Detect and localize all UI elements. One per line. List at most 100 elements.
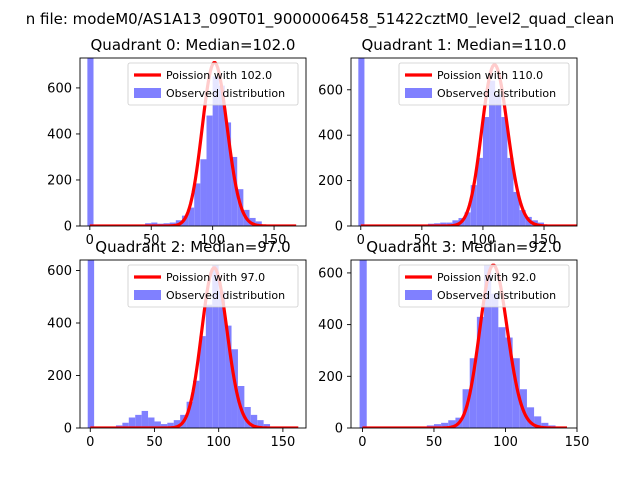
- subplot-quadrant-2: 0 50 100 150 0 200 400 600 Quadrant 2: Median=97…: [47, 238, 307, 450]
- histogram-bar: [541, 422, 549, 428]
- histogram-bar: [519, 210, 526, 226]
- y-tick-label: 0: [335, 422, 343, 437]
- histogram-bar: [513, 191, 520, 226]
- y-tick-label: 200: [47, 173, 72, 188]
- y-tick-label: 400: [318, 318, 343, 333]
- figure-suptitle: n file: modeM0/AS1A13_090T01_9000006458_…: [26, 10, 615, 29]
- x-tick-label: 0: [86, 435, 94, 450]
- histogram-bar: [470, 185, 477, 226]
- x-tick-label: 0: [357, 233, 365, 248]
- y-tick-label: 400: [47, 127, 72, 142]
- histogram-bar: [452, 220, 459, 226]
- legend: Poission with 97.0 Observed distribution: [127, 264, 299, 308]
- histogram-bar: [257, 420, 264, 428]
- legend: Poission with 110.0 Observed distribution: [398, 62, 570, 106]
- x-tick-label: 150: [532, 233, 557, 248]
- histogram-bar: [505, 337, 513, 428]
- histogram-bar: [205, 304, 213, 428]
- histogram-bar: [128, 417, 136, 428]
- x-tick-label: 0: [86, 233, 94, 248]
- x-tick-label: 150: [262, 233, 287, 248]
- histogram-bar: [194, 183, 201, 226]
- x-tick-label: 100: [206, 435, 231, 450]
- histogram-bar: [250, 414, 258, 428]
- histogram-bar: [141, 410, 149, 428]
- histogram-bar: [200, 159, 207, 226]
- x-tick-label: 0: [358, 435, 366, 450]
- histogram-bar: [87, 58, 94, 226]
- y-tick-label: 0: [64, 220, 72, 235]
- histogram-bar: [224, 122, 232, 226]
- subplot-quadrant-1: 0 50 100 150 0 200 400 600 Quadrant 1: Median=11…: [318, 36, 578, 248]
- legend-frame: [398, 264, 570, 308]
- histogram-bar: [448, 420, 456, 428]
- histogram-bar: [476, 316, 485, 428]
- histogram-bar: [173, 420, 181, 428]
- axes-frame: [350, 259, 578, 429]
- axes-frame: [79, 57, 307, 227]
- histogram-bar: [218, 291, 226, 428]
- legend-bar-swatch: [134, 290, 161, 300]
- subplot-title: Quadrant 1: Median=110.0: [362, 36, 567, 54]
- x-tick-label: 50: [426, 435, 443, 450]
- histogram-bar: [359, 260, 367, 428]
- histogram-bar: [218, 85, 225, 226]
- histogram-bar: [498, 327, 506, 428]
- y-tick-label: 600: [47, 81, 72, 96]
- y-tick-label: 400: [47, 317, 72, 332]
- legend-label-poisson: Poission with 92.0: [437, 271, 536, 284]
- legend-bar-swatch: [134, 88, 161, 98]
- histogram-bar: [154, 421, 161, 428]
- legend: Poission with 92.0 Observed distribution: [398, 264, 570, 308]
- y-tick-label: 600: [318, 83, 343, 98]
- axes-frame: [79, 259, 307, 429]
- histogram-bar: [135, 414, 142, 428]
- histogram-bar: [495, 94, 502, 226]
- histogram-bar: [199, 336, 206, 428]
- subplot-title: Quadrant 3: Median=92.0: [366, 238, 561, 256]
- x-tick-label: 50: [414, 233, 431, 248]
- legend-label-poisson: Poission with 102.0: [166, 69, 272, 82]
- x-tick-label: 150: [565, 435, 590, 450]
- histogram-bar: [212, 76, 219, 226]
- y-tick-label: 600: [47, 264, 72, 279]
- poisson-curve: [362, 263, 568, 428]
- legend: Poission with 102.0 Observed distribution: [127, 62, 299, 106]
- histogram-bar: [212, 265, 219, 428]
- legend-label-observed: Observed distribution: [437, 289, 556, 302]
- histogram-bar: [482, 117, 490, 226]
- histogram-bar: [440, 222, 447, 226]
- legend-label-observed: Observed distribution: [166, 289, 285, 302]
- y-tick-label: 600: [318, 266, 343, 281]
- histogram-bar: [151, 222, 158, 226]
- legend-bar-swatch: [405, 290, 432, 300]
- histogram-bar: [263, 424, 271, 428]
- histogram-bar: [489, 80, 496, 226]
- histogram-bar: [87, 260, 95, 428]
- histogram-bar: [193, 380, 200, 428]
- x-tick-label: 150: [270, 435, 295, 450]
- x-tick-label: 100: [493, 435, 518, 450]
- y-tick-label: 400: [318, 129, 343, 144]
- y-tick-label: 0: [64, 422, 72, 437]
- x-tick-label: 50: [143, 233, 160, 248]
- axes-frame: [350, 57, 578, 227]
- histogram-bar: [186, 401, 193, 428]
- histogram-bar: [160, 424, 168, 428]
- x-tick-label: 100: [200, 233, 225, 248]
- legend-label-observed: Observed distribution: [437, 87, 556, 100]
- subplot-quadrant-0: 0 50 100 150 0 200 400 600 Quadrant 0: Median=10…: [47, 36, 307, 248]
- histogram-bar: [534, 416, 542, 428]
- histogram-bar: [167, 422, 174, 428]
- plot-area: [359, 260, 568, 428]
- subplot-title: Quadrant 0: Median=102.0: [91, 36, 296, 54]
- legend-frame: [127, 62, 299, 106]
- y-tick-label: 200: [318, 174, 343, 189]
- x-tick-label: 50: [146, 435, 163, 450]
- x-tick-label: 100: [471, 233, 496, 248]
- histogram-bar: [501, 117, 508, 226]
- histogram-bar: [206, 115, 213, 226]
- histogram-bar: [358, 58, 365, 226]
- histogram-bar: [148, 417, 155, 428]
